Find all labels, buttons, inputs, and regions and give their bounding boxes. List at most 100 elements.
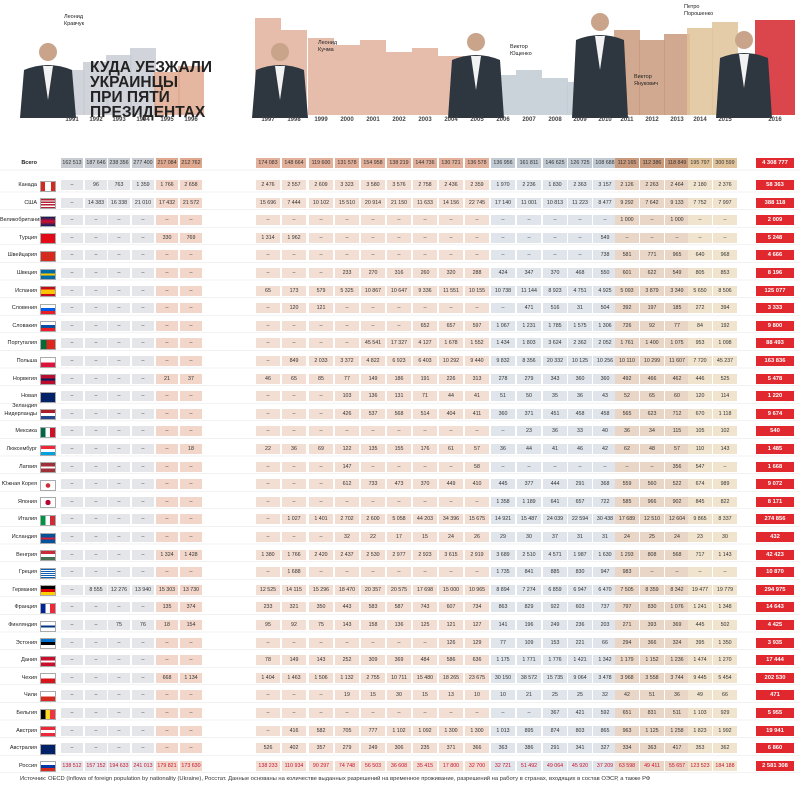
- table-cell: 10 813: [543, 197, 567, 208]
- table-cell: –: [688, 215, 712, 226]
- table-cell: 585: [615, 496, 639, 507]
- flag: [40, 479, 56, 491]
- table-cell: –: [439, 461, 463, 472]
- table-cell: 7 997: [713, 197, 737, 208]
- table-cell: 51: [640, 690, 664, 701]
- table-cell: 417: [665, 743, 689, 754]
- table-cell: –: [61, 637, 83, 648]
- table-cell: 6 860: [756, 743, 794, 754]
- year-label: 2008: [548, 117, 562, 123]
- table-cell: –: [335, 232, 359, 243]
- table-cell: 195 797: [688, 158, 712, 168]
- table-cell: 74 748: [335, 760, 359, 771]
- flag: [40, 215, 56, 227]
- table-cell: 1 688: [282, 567, 306, 578]
- table-cell: –: [85, 250, 107, 261]
- table-cell: 3 333: [756, 303, 794, 314]
- table-cell: –: [156, 356, 178, 366]
- flag: [40, 286, 56, 298]
- table-cell: 19: [335, 690, 359, 701]
- table-cell: 162 513: [61, 158, 83, 168]
- table-cell: –: [309, 496, 333, 507]
- table-cell: 1 118: [713, 408, 737, 419]
- table-cell: –: [335, 426, 359, 437]
- table-cell: 2 263: [640, 180, 664, 190]
- table-cell: 922: [543, 602, 567, 613]
- table-cell: –: [256, 461, 280, 472]
- year-label: 1997: [261, 117, 275, 123]
- header-column: [106, 55, 132, 118]
- table-cell: 66: [593, 637, 617, 648]
- table-cell: 77: [491, 637, 515, 648]
- table-cell: –: [309, 250, 333, 261]
- table-cell: 1 000: [615, 215, 639, 226]
- table-cell: –: [309, 232, 333, 243]
- table-cell: 11 223: [568, 197, 592, 208]
- table-cell: –: [108, 320, 130, 331]
- table-cell: 22: [361, 532, 385, 542]
- table-cell: –: [413, 250, 437, 261]
- table-cell: 4 751: [568, 285, 592, 296]
- table-cell: 65: [256, 285, 280, 296]
- table-cell: 187 646: [85, 158, 107, 168]
- table-cell: 2 658: [180, 180, 202, 190]
- table-cell: 8 356: [517, 356, 541, 366]
- table-cell: 4 666: [756, 250, 794, 261]
- table-cell: 9 865: [688, 514, 712, 525]
- table-cell: 37: [180, 373, 202, 384]
- table-cell: 525: [713, 373, 737, 384]
- table-cell: 1 400: [640, 338, 664, 349]
- table-cell: –: [108, 602, 130, 613]
- table-cell: 411: [465, 408, 489, 419]
- table-cell: 402: [282, 743, 306, 754]
- table-cell: –: [156, 743, 178, 754]
- header-column: [639, 40, 665, 118]
- president-body: [572, 35, 628, 118]
- table-cell: 10 647: [387, 285, 411, 296]
- table-cell: 410: [465, 479, 489, 490]
- table-cell: –: [413, 496, 437, 507]
- table-cell: 3 624: [543, 338, 567, 349]
- table-cell: 136: [361, 391, 385, 402]
- table-cell: 371: [439, 743, 463, 754]
- table-cell: 1 143: [713, 549, 737, 560]
- table-cell: 4 127: [413, 338, 437, 349]
- table-cell: –: [256, 532, 280, 542]
- flag: [40, 303, 56, 315]
- table-cell: 446: [688, 373, 712, 384]
- title-line: КУДА УЕЗЖАЛИ: [90, 59, 212, 76]
- row-label: Испания: [15, 287, 37, 294]
- table-cell: –: [108, 672, 130, 683]
- table-cell: 115: [665, 426, 689, 437]
- table-cell: 30 438: [593, 514, 617, 525]
- table-cell: 291: [568, 479, 592, 490]
- table-cell: 10 155: [465, 285, 489, 296]
- table-cell: –: [108, 444, 130, 454]
- table-cell: 235: [413, 743, 437, 754]
- table-cell: 17 689: [615, 514, 639, 525]
- table-cell: 20 332: [543, 356, 567, 366]
- table-cell: 343: [543, 373, 567, 384]
- table-cell: –: [413, 708, 437, 718]
- table-cell: 1 132: [335, 672, 359, 683]
- table-cell: –: [61, 584, 83, 595]
- president-head: [467, 33, 485, 51]
- header-column: [154, 72, 180, 118]
- table-cell: 309: [361, 655, 385, 666]
- table-cell: 2 581 308: [756, 760, 794, 771]
- flag: [40, 444, 56, 456]
- table-cell: 191: [413, 373, 437, 384]
- table-cell: –: [335, 320, 359, 331]
- table-cell: 2 362: [568, 338, 592, 349]
- table-cell: –: [108, 743, 130, 754]
- table-cell: –: [282, 320, 306, 331]
- president-name: Леонид Кучма: [318, 40, 338, 53]
- table-cell: –: [335, 250, 359, 261]
- table-cell: 15 675: [465, 514, 489, 525]
- table-cell: –: [85, 373, 107, 384]
- table-cell: 953: [688, 338, 712, 349]
- table-cell: 640: [688, 250, 712, 261]
- table-cell: 186: [387, 373, 411, 384]
- table-cell: –: [439, 426, 463, 437]
- table-cell: –: [361, 232, 385, 243]
